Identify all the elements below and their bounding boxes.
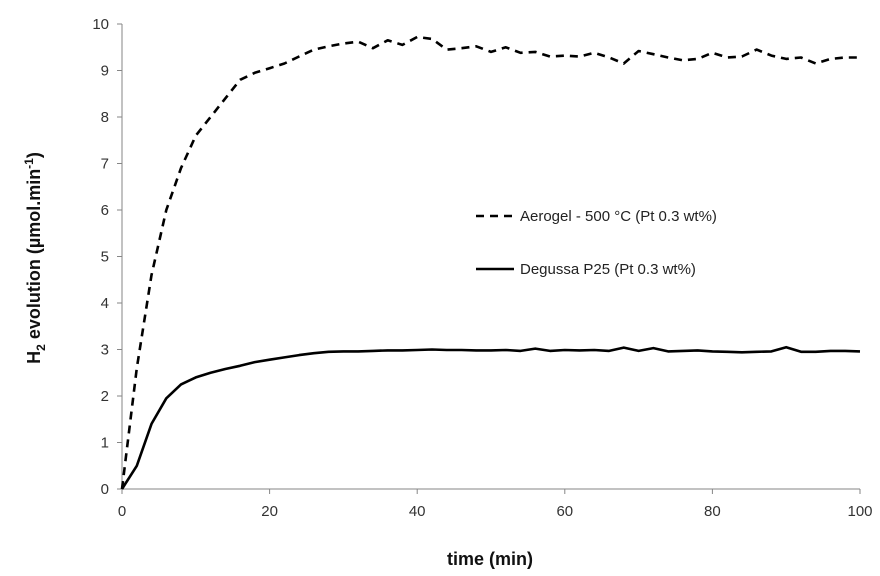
y-axis-title-suffix: ) xyxy=(24,152,44,158)
x-tick-label: 80 xyxy=(704,503,721,520)
y-tick-label: 9 xyxy=(101,63,109,80)
series-line-1 xyxy=(120,35,860,490)
y-axis-title-superscript: -1 xyxy=(22,158,36,169)
y-tick-label: 10 xyxy=(92,16,109,33)
x-tick-label: 60 xyxy=(556,503,573,520)
legend-label: Aerogel - 500 °C (Pt 0.3 wt%) xyxy=(520,208,717,225)
y-tick-label: 7 xyxy=(101,156,109,173)
y-tick-label: 2 xyxy=(101,388,109,405)
y-axis-title-prefix: H xyxy=(24,351,44,364)
legend-item-1: Aerogel - 500 °C (Pt 0.3 wt%) xyxy=(476,208,717,225)
y-tick-label: 5 xyxy=(101,249,109,266)
y-axis-title-subscript: 2 xyxy=(34,344,48,351)
y-tick-label: 8 xyxy=(101,109,109,126)
legend-item-2: Degussa P25 (Pt 0.3 wt%) xyxy=(476,261,696,278)
legend-label: Degussa P25 (Pt 0.3 wt%) xyxy=(520,261,696,278)
y-tick-label: 0 xyxy=(101,481,109,498)
legend: Aerogel - 500 °C (Pt 0.3 wt%) Degussa P25… xyxy=(476,208,717,278)
series-layer xyxy=(120,35,861,490)
x-tick-label: 40 xyxy=(409,503,426,520)
x-tick-label: 0 xyxy=(118,503,126,520)
svg-text:H2 evolution (µmol.min-1): H2 evolution (µmol.min-1) xyxy=(22,152,48,364)
x-tick-label: 100 xyxy=(847,503,872,520)
x-axis-title: time (min) xyxy=(447,549,533,569)
y-tick-label: 4 xyxy=(101,295,109,312)
y-tick-label: 6 xyxy=(101,202,109,219)
y-axis-title: H2 evolution (µmol.min-1) xyxy=(22,152,48,364)
x-tick-label: 20 xyxy=(261,503,278,520)
y-axis-title-main: evolution (µmol.min xyxy=(24,169,44,344)
y-tick-label: 1 xyxy=(101,435,109,452)
series-line-2 xyxy=(120,345,861,490)
y-tick-label: 3 xyxy=(101,342,109,359)
